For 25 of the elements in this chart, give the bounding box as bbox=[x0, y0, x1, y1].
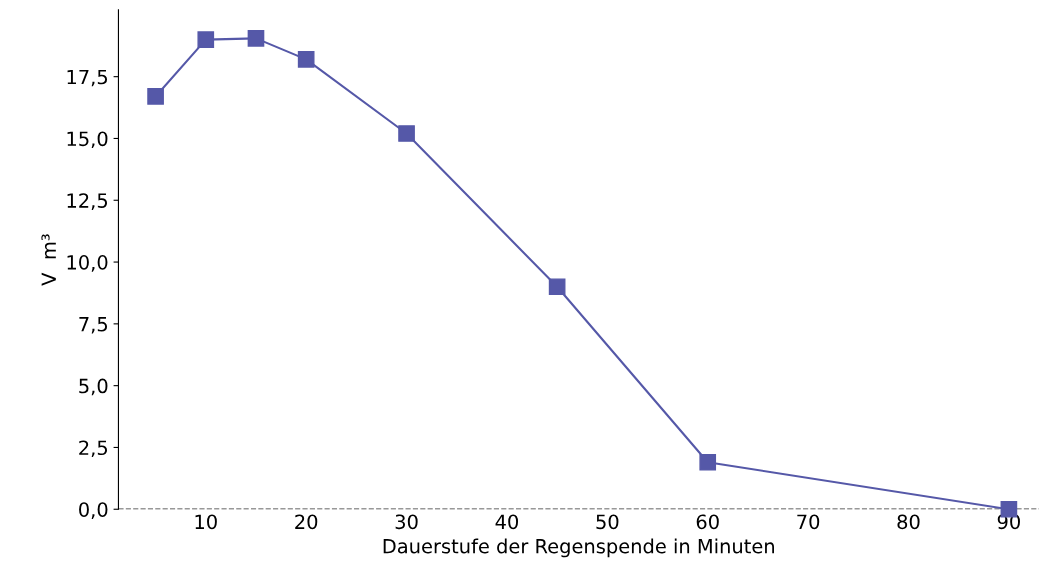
x-tick-label: 20 bbox=[295, 514, 318, 530]
y-tick-label: 17,5 bbox=[67, 69, 108, 87]
point bbox=[197, 31, 215, 48]
x-tick-label: 50 bbox=[596, 514, 619, 530]
x-tick-label: 70 bbox=[797, 514, 820, 530]
point bbox=[297, 51, 315, 68]
y-tick-label: 0,0 bbox=[79, 502, 108, 519]
x-tick-label: 80 bbox=[897, 514, 920, 530]
y-tick-label: 2,5 bbox=[79, 440, 108, 458]
y-tick-label: 15,0 bbox=[67, 131, 108, 149]
x-tick-label: 10 bbox=[195, 514, 217, 530]
y-tick-label: 12,5 bbox=[67, 193, 108, 210]
point bbox=[398, 125, 415, 142]
y-tick-label: 5,0 bbox=[79, 378, 108, 396]
x-tick-label: 30 bbox=[395, 514, 418, 530]
point bbox=[247, 30, 265, 47]
point bbox=[147, 88, 164, 105]
y-tick-label: 10,0 bbox=[67, 255, 108, 272]
x-tick-label: 40 bbox=[495, 514, 519, 530]
y-tick-label: 7,5 bbox=[79, 317, 108, 334]
x-axis-title: Dauerstufe der Regenspende in Minuten bbox=[383, 538, 774, 558]
x-tick-label: 60 bbox=[696, 514, 719, 530]
point bbox=[699, 453, 717, 471]
y-axis-title: V m³ bbox=[41, 234, 56, 286]
point bbox=[548, 278, 566, 296]
